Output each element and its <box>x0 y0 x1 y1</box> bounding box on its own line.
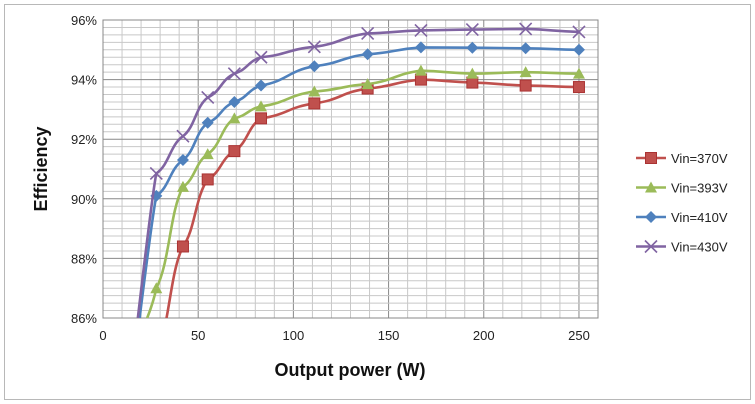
data-point <box>176 129 190 143</box>
data-point <box>361 48 374 61</box>
axis-ticks: 0 50 100 150 200 250 86% 88% 90% 92% 94% 96% <box>71 13 590 343</box>
legend-label: Vin=430V <box>671 240 728 255</box>
y-tick-label: 86% <box>71 311 97 326</box>
data-point <box>227 67 241 81</box>
x-tick-label: 150 <box>378 328 400 343</box>
data-point <box>228 145 241 158</box>
data-point <box>201 90 215 105</box>
legend-label: Vin=393V <box>671 181 728 196</box>
data-point <box>414 41 427 54</box>
data-point <box>308 97 321 110</box>
legend-marker <box>645 181 657 193</box>
data-point <box>519 22 533 36</box>
data-point <box>465 22 479 37</box>
legend-marker <box>645 152 657 164</box>
legend-marker <box>645 211 657 223</box>
data-point <box>414 64 427 76</box>
data-point <box>414 23 428 37</box>
y-tick-label: 96% <box>71 13 97 28</box>
x-tick-label: 0 <box>99 328 106 343</box>
y-tick-label: 92% <box>71 132 97 147</box>
grid <box>102 19 599 319</box>
series-Vin=430V <box>136 22 586 318</box>
y-tick-label: 88% <box>71 251 97 266</box>
data-point <box>519 79 532 92</box>
legend-label: Vin=370V <box>671 151 728 166</box>
data-point <box>572 43 585 56</box>
data-point <box>176 154 189 167</box>
series-line <box>165 78 579 318</box>
chart-frame <box>4 4 751 400</box>
data-point <box>255 79 268 92</box>
data-point <box>361 78 374 90</box>
data-point <box>572 25 586 39</box>
legend-marker <box>644 239 658 254</box>
series-Vin=393V <box>145 64 585 318</box>
x-tick-label: 250 <box>568 328 590 343</box>
data-point <box>308 60 321 73</box>
series-line <box>145 69 579 318</box>
data-point <box>414 73 427 86</box>
data-point <box>228 112 241 124</box>
data-point <box>307 40 321 54</box>
series-Vin=370V <box>165 73 585 318</box>
x-tick-label: 50 <box>191 328 205 343</box>
data-point <box>572 81 585 94</box>
legend: Vin=370V Vin=393V Vin=410V Vin=430V <box>636 151 728 255</box>
data-point <box>254 50 268 64</box>
x-tick-label: 200 <box>473 328 495 343</box>
y-axis-label: Efficiency <box>31 126 51 211</box>
data-point <box>201 173 214 186</box>
data-point <box>466 41 479 54</box>
data-point <box>228 95 241 108</box>
data-point <box>255 100 268 112</box>
y-tick-label: 94% <box>71 73 97 88</box>
data-point <box>150 282 163 294</box>
data-point <box>466 76 479 89</box>
data-point <box>572 67 585 79</box>
data-point <box>201 148 214 160</box>
data-point <box>361 26 375 40</box>
data-point <box>176 240 189 253</box>
data-point <box>466 67 479 79</box>
data-point <box>176 180 189 192</box>
data-point <box>255 112 268 125</box>
data-point <box>308 85 321 97</box>
data-point <box>201 116 214 129</box>
plot-area-border <box>102 19 599 319</box>
data-point <box>149 166 163 181</box>
series-lines <box>136 22 586 318</box>
x-tick-label: 100 <box>283 328 305 343</box>
legend-label: Vin=410V <box>671 210 728 225</box>
x-axis-label: Output power (W) <box>275 360 426 380</box>
y-tick-label: 90% <box>71 192 97 207</box>
data-point <box>519 42 532 55</box>
data-point <box>519 66 532 78</box>
